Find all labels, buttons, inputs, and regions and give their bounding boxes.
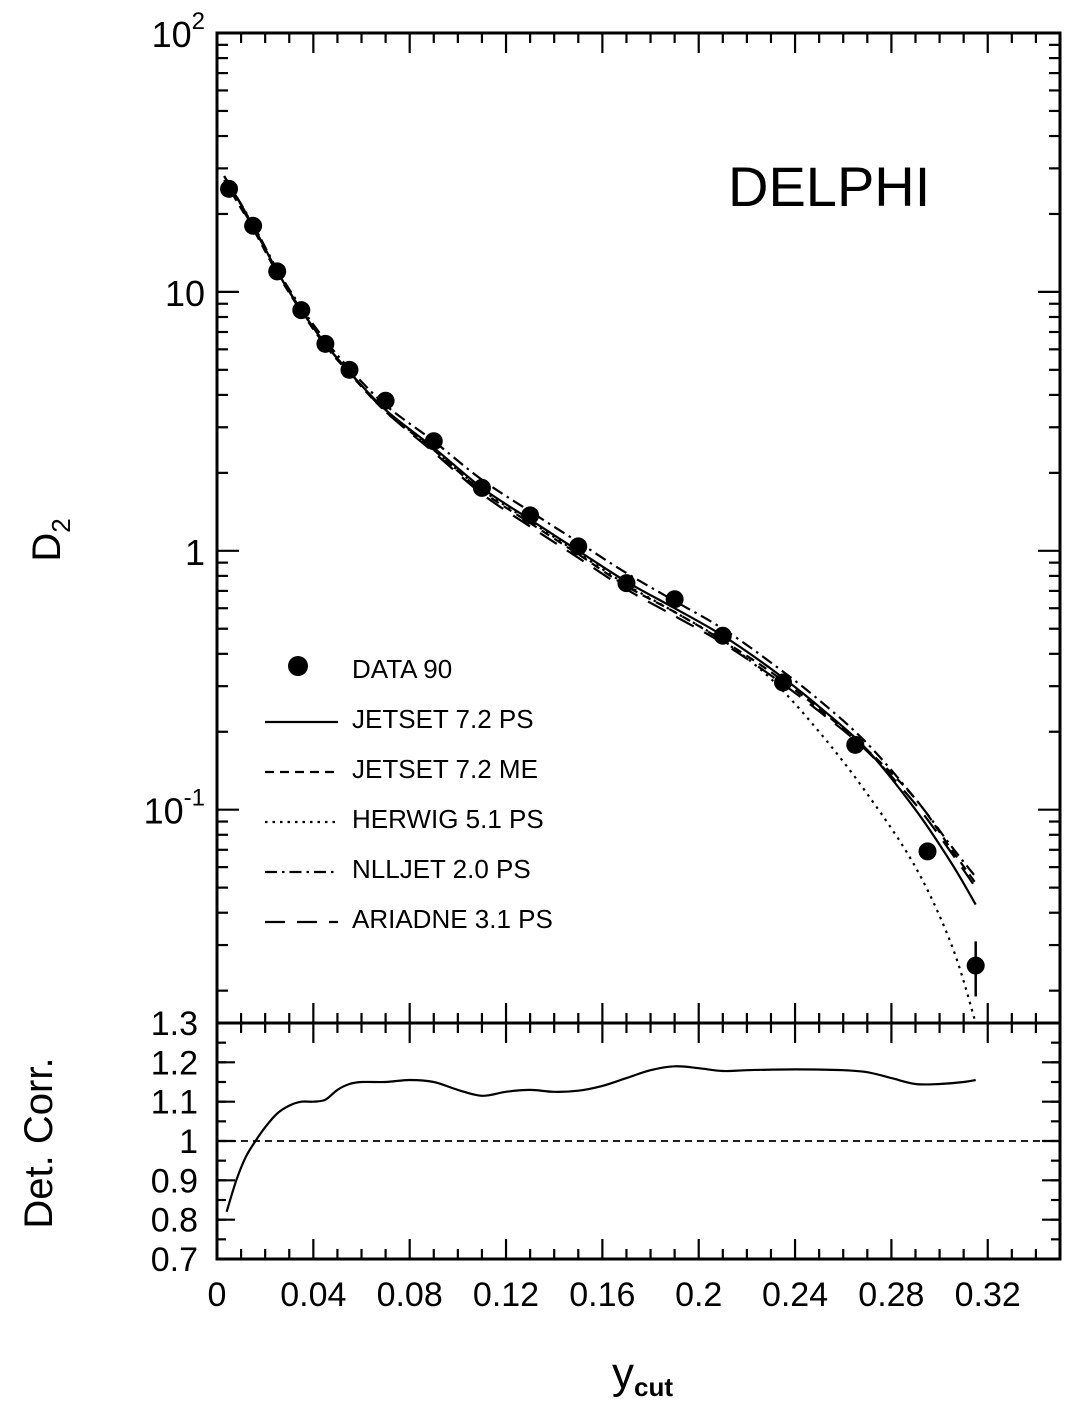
data-point [472,478,491,497]
main-y-tick-label: 102 [152,8,205,55]
data-point [340,360,359,379]
detcorr-x-tick-label: 0.2 [675,1276,722,1314]
data-point [316,334,335,353]
detcorr-x-tick-label: 0.04 [280,1276,346,1314]
main-y-tick-label: 1 [185,532,205,573]
detcorr-y-tick-label: 0.8 [151,1202,198,1240]
legend-label: HERWIG 5.1 PS [352,804,544,834]
data-point [774,673,793,692]
detcorr-y-tick-label: 0.9 [151,1162,198,1200]
detcorr-y-tick-label: 1 [179,1123,198,1161]
detcorr-x-tick-label: 0.16 [569,1276,635,1314]
data-point [918,842,937,861]
series-line-nlljet-2-0-ps [223,175,977,878]
data-point [292,301,311,320]
main-model-curves [223,175,977,1024]
legend-label: DATA 90 [352,654,452,684]
legend-label: ARIADNE 3.1 PS [352,904,553,934]
data-point [376,391,395,410]
main-y-tick-label: 10 [165,273,205,314]
main-y-tick-label: 10-1 [144,785,205,832]
data-point [617,574,636,593]
svg-text:D2: D2 [25,518,76,561]
detcorr-x-tick-label: 0.24 [762,1276,828,1314]
data-point [424,432,443,451]
detcorr-x-tick-label: 0.32 [955,1276,1021,1314]
detcorr-x-tick-label: 0 [208,1276,227,1314]
main-axis-ticks: 102 10 1 10-1 [144,8,1062,1023]
detcorr-axis-ticks: 0 0.04 0.08 0.12 0.16 0.2 0.24 0.28 0.32 0.70.80.… [151,1005,1062,1314]
series-line-jetset-7-2-me [223,179,977,884]
series-line-jetset-7-2-ps [223,175,977,906]
data-point [244,216,263,235]
detcorr-x-tick-label: 0.28 [858,1276,924,1314]
legend-label: JETSET 7.2 PS [352,704,534,734]
series-line-herwig-5-1-ps [223,175,977,1024]
detcorr-curves [217,1065,1060,1213]
legend: DATA 90 JETSET 7.2 PS JETSET 7.2 ME HERWIG … [265,654,553,934]
detector-correction-line [225,1065,976,1213]
main-y-axis-label: D2 [25,518,76,561]
detcorr-y-tick-label: 0.7 [151,1241,198,1279]
data-point [268,262,287,281]
data-point [966,956,985,975]
detcorr-y-tick-label: 1.3 [151,1005,198,1043]
main-plot-frame [215,31,1062,1025]
data-point [569,537,588,556]
detcorr-x-tick-label: 0.12 [473,1276,539,1314]
data-point [220,179,239,198]
main-data-points [220,179,985,997]
detcorr-y-tick-label: 1.1 [151,1084,198,1122]
detcorr-y-axis-label: Det. Corr. [17,1057,61,1228]
detcorr-y-tick-label: 1.2 [151,1044,198,1082]
detcorr-x-tick-label: 0.08 [377,1276,443,1314]
legend-label: NLLJET 2.0 PS [352,854,531,884]
x-axis-label: ycut [612,1349,673,1402]
data-point [713,626,732,645]
data-point [521,506,540,525]
legend-label: JETSET 7.2 ME [352,754,538,784]
experiment-label: DELPHI [728,155,930,218]
series-line-ariadne-3-1-ps [223,179,977,889]
legend-marker [288,656,308,676]
data-point [846,735,865,754]
data-point [665,590,684,609]
svg-text:Det. Corr.: Det. Corr. [17,1057,61,1228]
